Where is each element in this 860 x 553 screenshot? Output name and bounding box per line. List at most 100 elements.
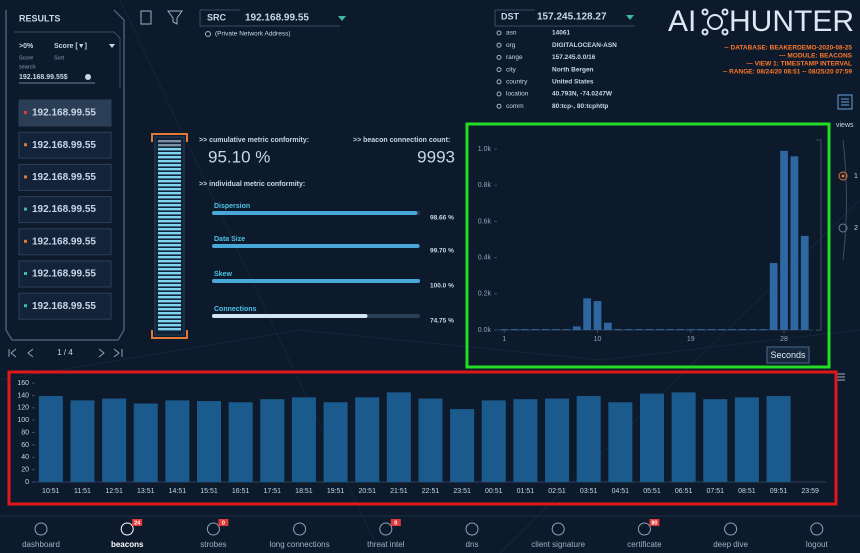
gauge-segment [158, 308, 181, 311]
filter-icon[interactable] [167, 10, 183, 25]
list-icon[interactable] [837, 94, 853, 110]
bar [769, 263, 778, 330]
bar [552, 329, 560, 331]
result-row[interactable] [18, 196, 112, 224]
nav-badge-bg [132, 519, 143, 526]
bar [196, 401, 222, 482]
view-radio-2[interactable] [838, 223, 848, 233]
y-tick-label: 0.6k [478, 218, 492, 225]
y-tick-label: 160 [17, 380, 29, 387]
result-row[interactable] [18, 163, 112, 191]
metric-name: Dispersion [214, 203, 250, 210]
nav-icon[interactable] [120, 522, 134, 536]
nav-label[interactable]: dashboard [22, 540, 60, 549]
nav-label[interactable]: long connections [270, 540, 330, 549]
result-ip: 192.168.99.55 [32, 236, 96, 247]
result-row[interactable] [18, 292, 112, 320]
gauge-segment [158, 288, 181, 291]
nav-label[interactable]: logout [806, 540, 829, 549]
result-row[interactable] [18, 131, 112, 159]
dst-label: DST [501, 11, 520, 21]
bar [133, 403, 158, 482]
nav-badge: 0 [222, 520, 225, 526]
result-row[interactable] [18, 228, 112, 256]
field-key: city [506, 66, 517, 73]
field-value: DIGITALOCEAN-ASN [552, 42, 617, 49]
gauge-segment [158, 280, 181, 283]
gauge-segment [158, 204, 181, 207]
x-tick-label: 04:51 [612, 488, 630, 495]
x-tick-label: 20:51 [358, 488, 376, 495]
nav-icon[interactable] [637, 522, 651, 536]
result-marker [24, 239, 27, 243]
bar [510, 329, 519, 331]
clear-search[interactable] [85, 74, 91, 80]
nav-icon[interactable] [724, 522, 738, 536]
logo-left: AI [668, 5, 696, 38]
dropdown-arrow[interactable] [109, 44, 115, 48]
bar [639, 393, 665, 482]
x-tick-label: 10 [594, 336, 602, 343]
y-tick-label: 80 [21, 429, 29, 436]
sort[interactable]: Score [▼] [54, 43, 87, 50]
gauge-segment [158, 324, 181, 327]
logo-icon [701, 8, 729, 36]
gauge-segment [158, 296, 181, 299]
bar [260, 399, 285, 482]
result-row[interactable] [18, 99, 112, 127]
nav-label[interactable]: beacons [111, 540, 144, 549]
seconds-button[interactable] [766, 346, 810, 364]
bar [228, 402, 253, 482]
x-tick-label: 02:51 [548, 488, 566, 495]
field-key: location [506, 91, 529, 98]
pager-arrows[interactable] [8, 348, 123, 358]
search-input[interactable]: 192.168.99.55$ [19, 74, 68, 81]
views-title: views [836, 122, 854, 129]
gauge-segment [158, 164, 181, 167]
field-value: 157.245.0.0/16 [552, 54, 596, 61]
gauge-segment [158, 196, 181, 199]
y-tick-label: 0.4k [478, 254, 492, 261]
result-marker [24, 111, 27, 114]
gauge-segment [158, 228, 181, 231]
x-tick-label: 12:51 [105, 488, 123, 495]
result-marker [24, 304, 27, 308]
bar [614, 329, 623, 331]
nav-label[interactable]: threat intel [367, 540, 405, 549]
nav-icon[interactable] [293, 522, 307, 536]
gauge-segment [158, 304, 181, 307]
x-tick-label: 05:51 [643, 488, 661, 495]
nav-icon[interactable] [34, 522, 48, 536]
field-key: country [506, 79, 528, 86]
dst-filter[interactable] [626, 15, 634, 20]
export-icon[interactable] [140, 10, 152, 25]
nav-icon[interactable] [810, 522, 824, 536]
view-radio-1[interactable] [838, 171, 848, 181]
filter-caption: Score [19, 55, 33, 61]
page-indicator: 1 / 4 [57, 348, 73, 357]
nav-label[interactable]: certificate [627, 540, 662, 549]
bar [513, 399, 538, 482]
src-filter[interactable] [338, 16, 346, 21]
gauge-segment [158, 224, 181, 227]
result-ip: 192.168.99.55 [32, 108, 96, 119]
metric-bar [212, 279, 420, 283]
nav-icon[interactable] [206, 522, 220, 536]
nav-label[interactable]: client signature [531, 540, 585, 549]
nav-icon[interactable] [551, 522, 565, 536]
field-key: range [506, 54, 523, 61]
x-tick-label: 08:51 [738, 488, 756, 495]
result-row[interactable] [18, 260, 112, 288]
nav-icon[interactable] [465, 522, 479, 536]
nav-label[interactable]: strobes [200, 540, 226, 549]
field-value: 80:tcp-, 80:tcphttp [552, 103, 608, 110]
result-ip: 192.168.99.55 [32, 301, 96, 312]
nav-badge: 80 [651, 520, 657, 526]
bar [780, 150, 788, 330]
metric-name: Connections [214, 306, 256, 313]
nav-label[interactable]: deep dive [713, 540, 748, 549]
nav-label[interactable]: dns [466, 540, 479, 549]
filter[interactable]: >0% [19, 43, 34, 50]
nav-icon[interactable] [379, 522, 393, 536]
x-tick-label: 19 [687, 336, 695, 343]
